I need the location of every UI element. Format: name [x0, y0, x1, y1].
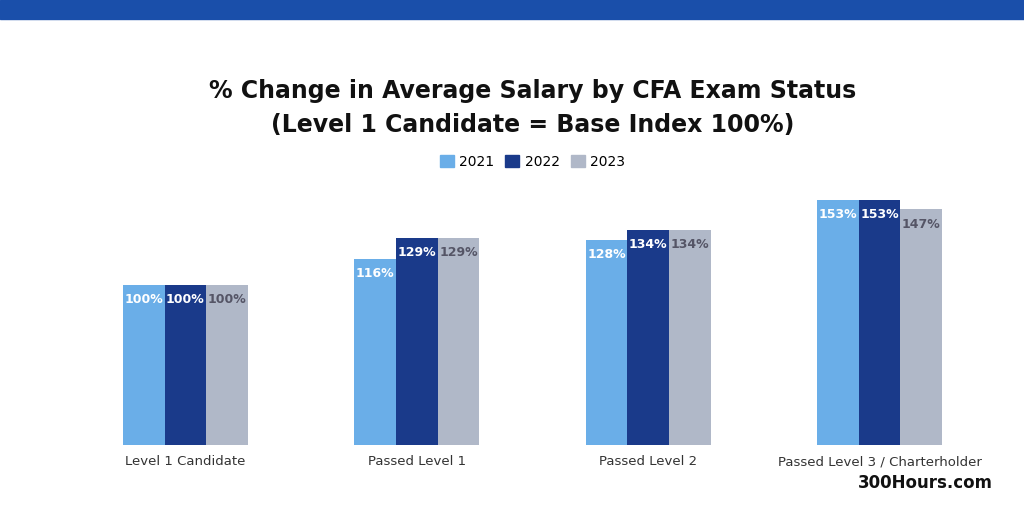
Text: 100%: 100%: [208, 293, 247, 306]
Text: 116%: 116%: [355, 267, 394, 280]
Text: 100%: 100%: [166, 293, 205, 306]
Bar: [123, 285, 165, 445]
Text: 129%: 129%: [439, 246, 478, 260]
Text: 100%: 100%: [124, 293, 163, 306]
Bar: [628, 230, 669, 445]
Text: 128%: 128%: [587, 248, 626, 261]
Text: 134%: 134%: [629, 239, 668, 251]
Bar: [900, 209, 942, 445]
Text: 153%: 153%: [860, 208, 899, 221]
Text: 147%: 147%: [902, 218, 941, 230]
Title: % Change in Average Salary by CFA Exam Status
(Level 1 Candidate = Base Index 10: % Change in Average Salary by CFA Exam S…: [209, 79, 856, 137]
Bar: [206, 285, 248, 445]
Text: 153%: 153%: [818, 208, 857, 221]
Bar: [859, 200, 900, 445]
Bar: [817, 200, 859, 445]
Text: 300Hours.com: 300Hours.com: [858, 474, 993, 492]
Bar: [437, 239, 479, 445]
Bar: [396, 239, 437, 445]
Bar: [165, 285, 206, 445]
Bar: [354, 259, 396, 445]
Bar: [586, 240, 628, 445]
Text: 129%: 129%: [397, 246, 436, 260]
Legend: 2021, 2022, 2023: 2021, 2022, 2023: [434, 150, 631, 175]
Text: 134%: 134%: [671, 239, 710, 251]
Bar: [669, 230, 711, 445]
